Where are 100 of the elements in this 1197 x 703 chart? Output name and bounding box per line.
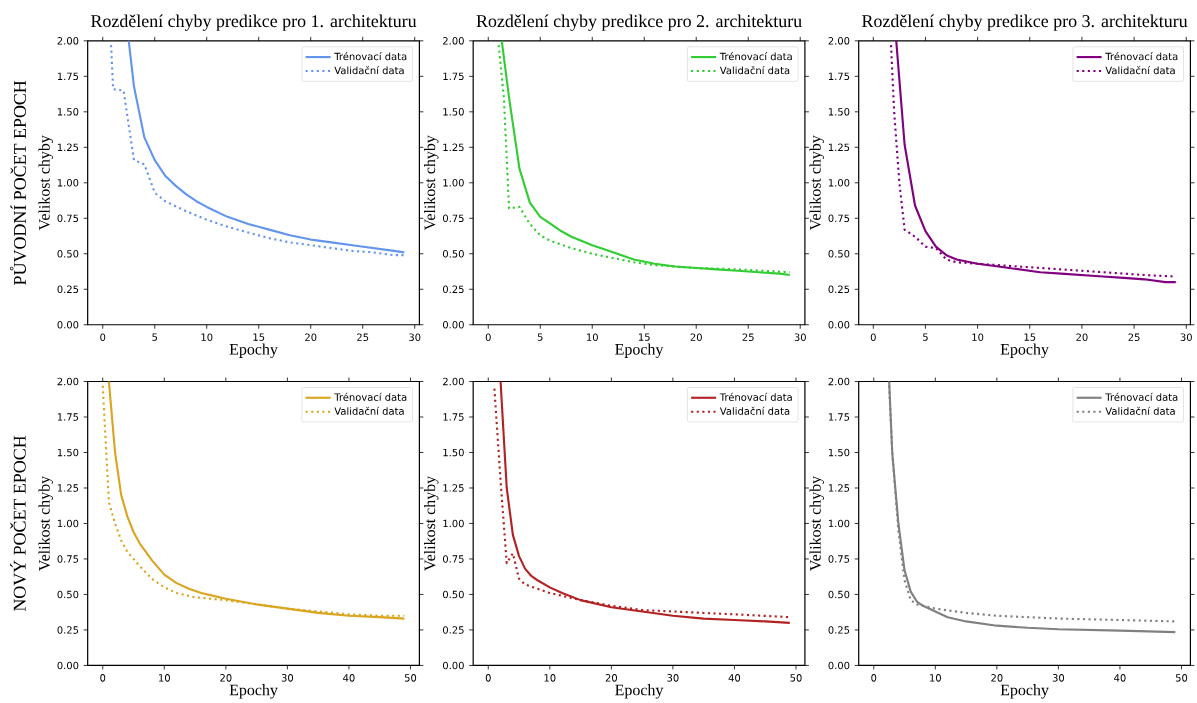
x-tick-label: 15 [639,333,650,341]
y-tick-label: 0.50 [828,249,850,258]
y-axis-title: Velikost chyby [38,135,53,231]
legend-label: Validační data [1105,66,1175,75]
x-axis-title: Epochy [229,343,278,358]
y-tick-label: 1.75 [828,72,850,81]
x-tick-label: 5 [537,333,543,341]
y-axis-title: Velikost chyby [424,475,439,571]
y-tick-label: 0.50 [442,249,464,258]
y-tick-label: 2.00 [828,377,850,386]
x-tick-label: 10 [544,674,556,682]
x-tick-label: 30 [667,674,679,682]
x-tick-label: 20 [690,333,702,341]
y-tick-label: 0.25 [442,285,464,294]
x-tick-label: 0 [870,333,876,341]
y-tick-label: 0.00 [442,320,464,329]
y-tick-label: 0.75 [57,555,79,563]
y-axis-title: Velikost chyby [424,135,439,231]
y-tick-label: 1.25 [443,143,464,152]
x-tick-label: 20 [220,674,232,682]
x-tick-label: 30 [1052,674,1065,682]
x-tick-label: 20 [605,674,618,682]
y-tick-label: 1.50 [828,108,850,116]
legend-label: Validační data [334,66,404,75]
x-tick-label: 40 [343,674,355,682]
y-tick-label: 1.50 [57,448,79,457]
x-tick-label: 10 [930,674,941,682]
x-tick-label: 15 [1024,333,1036,341]
legend-label: Trénovací data [719,52,792,61]
y-tick-label: 1.50 [443,448,464,457]
x-tick-label: 10 [972,333,984,341]
y-tick-label: 0.00 [442,661,464,670]
y-tick-label: 1.00 [443,179,464,187]
legend-label: Validační data [719,406,790,415]
y-tick-label: 0.50 [57,590,79,599]
x-tick-label: 20 [991,674,1003,682]
y-tick-label: 0.00 [57,320,79,329]
y-tick-label: 1.50 [443,108,464,116]
y-tick-label: 1.25 [57,484,79,492]
y-tick-label: 0.75 [828,214,850,223]
y-axis-title: Velikost chyby [809,135,825,231]
legend-label: Trénovací data [719,392,792,401]
y-tick-label: 0.00 [828,320,850,329]
y-tick-label: 0.25 [442,626,464,634]
x-tick-label: 30 [794,333,806,341]
y-tick-label: 1.00 [57,179,79,187]
x-tick-label: 0 [871,674,877,682]
y-tick-label: 0.75 [442,214,464,223]
x-axis-title: Epochy [229,684,278,699]
y-tick-label: 0.25 [828,626,850,634]
x-tick-label: 10 [587,333,598,341]
x-tick-label: 10 [201,333,213,341]
y-axis-title: Velikost chyby [809,475,825,571]
x-tick-label: 0 [100,333,106,341]
y-tick-label: 0.00 [828,661,850,670]
legend-label: Trénovací data [1105,52,1178,61]
y-tick-label: 0.50 [828,590,850,599]
x-tick-label: 25 [1128,333,1140,341]
y-tick-label: 1.75 [443,72,464,81]
y-tick-label: 0.50 [442,590,464,599]
text: PŮVODNÍ POČET EPOCH [9,80,27,285]
y-tick-label: 1.50 [828,448,850,457]
y-tick-label: 2.00 [57,377,79,386]
x-tick-label: 15 [253,333,265,341]
y-tick-label: 1.25 [57,143,79,152]
legend-label: Validační data [1105,406,1175,415]
y-tick-label: 1.00 [828,179,850,187]
chart-title: Rozdělení chyby predikce pro 1. architekturu [90,14,417,31]
chart-title: Rozdělení chyby predikce pro 3. architekturu [862,14,1188,31]
legend-label: Validační data [719,66,790,75]
x-tick-label: 40 [1114,674,1126,682]
legend-label: Validační data [334,406,404,415]
x-axis-title: Epochy [615,684,664,699]
x-tick-label: 5 [923,333,928,341]
x-tick-label: 20 [1076,333,1088,341]
y-tick-label: 1.00 [828,519,850,528]
x-axis-title: Epochy [615,343,664,358]
x-tick-label: 30 [281,674,294,682]
x-tick-label: 0 [485,333,491,341]
legend-label: Trénovací data [334,392,407,401]
x-tick-label: 25 [742,333,754,341]
x-tick-label: 30 [1180,333,1192,341]
y-tick-label: 1.75 [57,72,79,81]
chart-title: Rozdělení chyby predikce pro 2. architekturu [476,14,802,31]
y-tick-label: 1.25 [828,484,850,492]
x-tick-label: 10 [159,674,170,682]
x-tick-label: 50 [1175,674,1188,682]
y-tick-label: 0.75 [442,555,464,563]
y-tick-label: 1.75 [443,413,464,421]
x-tick-label: 50 [790,674,802,682]
y-tick-label: 1.00 [57,519,79,528]
y-tick-label: 1.75 [57,413,79,421]
y-tick-label: 0.25 [57,285,79,294]
y-tick-label: 1.75 [828,413,850,421]
x-tick-label: 20 [305,333,317,341]
y-tick-label: 2.00 [57,37,79,45]
x-tick-label: 40 [728,674,741,682]
y-tick-label: 1.00 [443,519,464,528]
y-tick-label: 1.25 [828,143,850,152]
legend-label: Trénovací data [1105,392,1178,401]
